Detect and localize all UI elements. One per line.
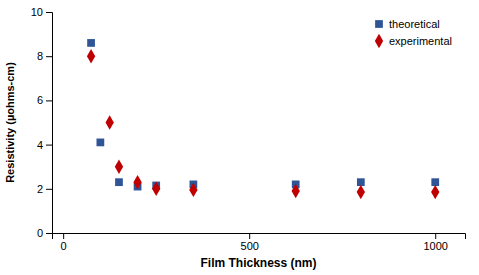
y-tick: 6	[37, 94, 52, 106]
point	[152, 182, 160, 196]
x-tick-label: 500	[241, 240, 259, 252]
x-tick-mark	[249, 233, 250, 239]
x-tick: 500	[241, 233, 259, 252]
x-axis-title: Film Thickness (nm)	[200, 256, 316, 270]
point	[87, 49, 95, 63]
legend-item: theoretical	[375, 18, 440, 30]
chart-container: 0 500 1000 0 2 4 6 8 10 Film Thickness (nm) Resist…	[0, 0, 479, 275]
y-axis: 0 2 4 6 8 10	[31, 6, 53, 239]
point	[357, 178, 365, 186]
point	[96, 139, 104, 147]
x-tick-mark	[63, 233, 64, 239]
y-tick-mark	[46, 100, 52, 101]
y-tick-mark	[46, 189, 52, 190]
x-tick: 0	[61, 233, 67, 252]
legend-label: experimental	[389, 35, 452, 47]
y-tick-mark	[46, 12, 52, 13]
y-tick-label: 2	[37, 183, 43, 195]
x-tick: 1000	[423, 233, 447, 252]
legend-item: experimental	[375, 34, 452, 48]
series-0	[87, 39, 439, 190]
x-axis: 0 500 1000	[53, 233, 466, 252]
legend-label: theoretical	[389, 18, 440, 30]
point	[431, 185, 439, 199]
y-tick-label: 6	[37, 94, 43, 106]
point	[189, 183, 197, 197]
legend-symbol	[375, 34, 383, 48]
point	[133, 175, 141, 189]
point	[106, 115, 114, 129]
y-tick-mark	[46, 56, 52, 57]
y-tick: 0	[37, 227, 52, 239]
point	[115, 159, 123, 173]
x-tick-label: 1000	[423, 240, 447, 252]
x-tick-mark	[435, 233, 436, 239]
x-tick-label: 0	[61, 240, 67, 252]
y-tick: 10	[31, 6, 52, 18]
series-1	[87, 49, 439, 199]
y-tick-label: 10	[31, 6, 43, 18]
legend: theoretical experimental	[375, 18, 452, 48]
y-tick-mark	[46, 145, 52, 146]
y-axis-line	[46, 13, 53, 234]
plot-area	[87, 39, 439, 199]
y-tick: 8	[37, 50, 52, 62]
y-tick-label: 4	[37, 139, 43, 151]
y-tick-label: 0	[37, 227, 43, 239]
y-tick-label: 8	[37, 50, 43, 62]
point	[431, 178, 439, 186]
legend-symbol	[375, 20, 383, 28]
y-axis-title: Resistivity (µohms-cm)	[4, 62, 16, 183]
point	[87, 39, 95, 47]
point	[357, 185, 365, 199]
y-tick: 4	[37, 139, 52, 151]
y-tick: 2	[37, 183, 52, 195]
point	[292, 184, 300, 198]
chart: 0 500 1000 0 2 4 6 8 10 Film Thickness (nm) Resist…	[0, 0, 479, 275]
y-tick-mark	[46, 233, 52, 234]
x-axis-line	[53, 234, 466, 240]
point	[115, 178, 123, 186]
